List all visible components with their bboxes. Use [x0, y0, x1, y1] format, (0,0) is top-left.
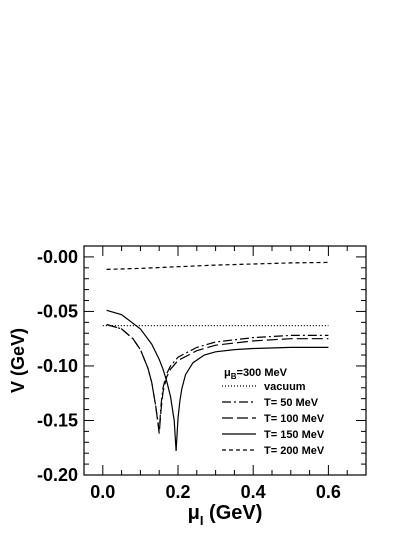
series-line-t-200-mev	[106, 261, 329, 270]
legend-label-t-150-mev: T= 150 MeV	[264, 429, 325, 441]
y-tick-label: -0.15	[37, 410, 78, 430]
x-axis-label-main: μ	[188, 502, 200, 524]
legend-label-vacuum: vacuum	[264, 381, 306, 393]
legend-title-rest: =300 MeV	[237, 367, 288, 379]
y-tick-label: -0.05	[37, 301, 78, 321]
x-axis-label-unit: (GeV)	[203, 502, 262, 524]
axis-ticks: 0.0 0.2 0.4 0.6 -0.20 -0.15 -0.10 -0.05 -0.00	[37, 246, 366, 502]
labels: μI (GeV)V (GeV)	[8, 328, 262, 528]
y-tick-label: -0.10	[37, 356, 78, 376]
series-line-t-150-mev	[106, 309, 329, 452]
legend-title-main: μ	[224, 367, 231, 379]
legend-label-t-50-mev: T= 50 MeV	[264, 397, 319, 409]
plot-frame	[83, 245, 367, 476]
y-tick-label: -0.20	[37, 465, 78, 485]
x-tick-label: 0.2	[165, 482, 190, 502]
x-tick-label: 0.0	[90, 482, 115, 502]
x-tick-label: 0.4	[241, 482, 266, 502]
legend-title-sub: B	[231, 372, 237, 381]
x-tick-label: 0.6	[316, 482, 341, 502]
legend-label-t-100-mev: T= 100 MeV	[264, 413, 325, 425]
series-group	[102, 261, 329, 452]
x-axis-label: μI (GeV)	[188, 502, 263, 528]
x-axis-label-sub: I	[200, 513, 204, 528]
y-axis-label: V (GeV)	[8, 328, 28, 393]
legend-title: μB=300 MeV	[224, 367, 288, 381]
series-line-t-100-mev	[106, 323, 329, 434]
legend-label-t-200-mev: T= 200 MeV	[264, 445, 325, 457]
y-tick-label: -0.00	[37, 247, 78, 267]
